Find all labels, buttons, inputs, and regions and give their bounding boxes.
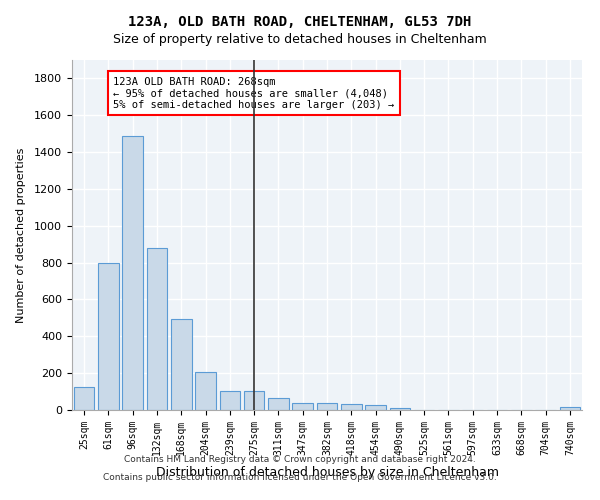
Bar: [389, 408, 410, 410]
Text: 123A, OLD BATH ROAD, CHELTENHAM, GL53 7DH: 123A, OLD BATH ROAD, CHELTENHAM, GL53 7D…: [128, 15, 472, 29]
Bar: [171, 319, 191, 410]
Bar: [365, 405, 386, 410]
Bar: [98, 262, 119, 410]
Bar: [292, 402, 313, 410]
Bar: [317, 402, 337, 410]
Bar: [195, 372, 216, 410]
Text: Contains HM Land Registry data © Crown copyright and database right 2024.: Contains HM Land Registry data © Crown c…: [124, 455, 476, 464]
Bar: [146, 248, 167, 410]
Bar: [122, 136, 143, 410]
Bar: [74, 387, 94, 410]
Bar: [560, 406, 580, 410]
Bar: [341, 404, 362, 410]
Bar: [268, 398, 289, 410]
Text: 123A OLD BATH ROAD: 268sqm
← 95% of detached houses are smaller (4,048)
5% of se: 123A OLD BATH ROAD: 268sqm ← 95% of deta…: [113, 76, 395, 110]
Y-axis label: Number of detached properties: Number of detached properties: [16, 148, 26, 322]
Text: Size of property relative to detached houses in Cheltenham: Size of property relative to detached ho…: [113, 32, 487, 46]
X-axis label: Distribution of detached houses by size in Cheltenham: Distribution of detached houses by size …: [155, 466, 499, 479]
Text: Contains public sector information licensed under the Open Government Licence v3: Contains public sector information licen…: [103, 472, 497, 482]
Bar: [220, 390, 240, 410]
Bar: [244, 390, 265, 410]
